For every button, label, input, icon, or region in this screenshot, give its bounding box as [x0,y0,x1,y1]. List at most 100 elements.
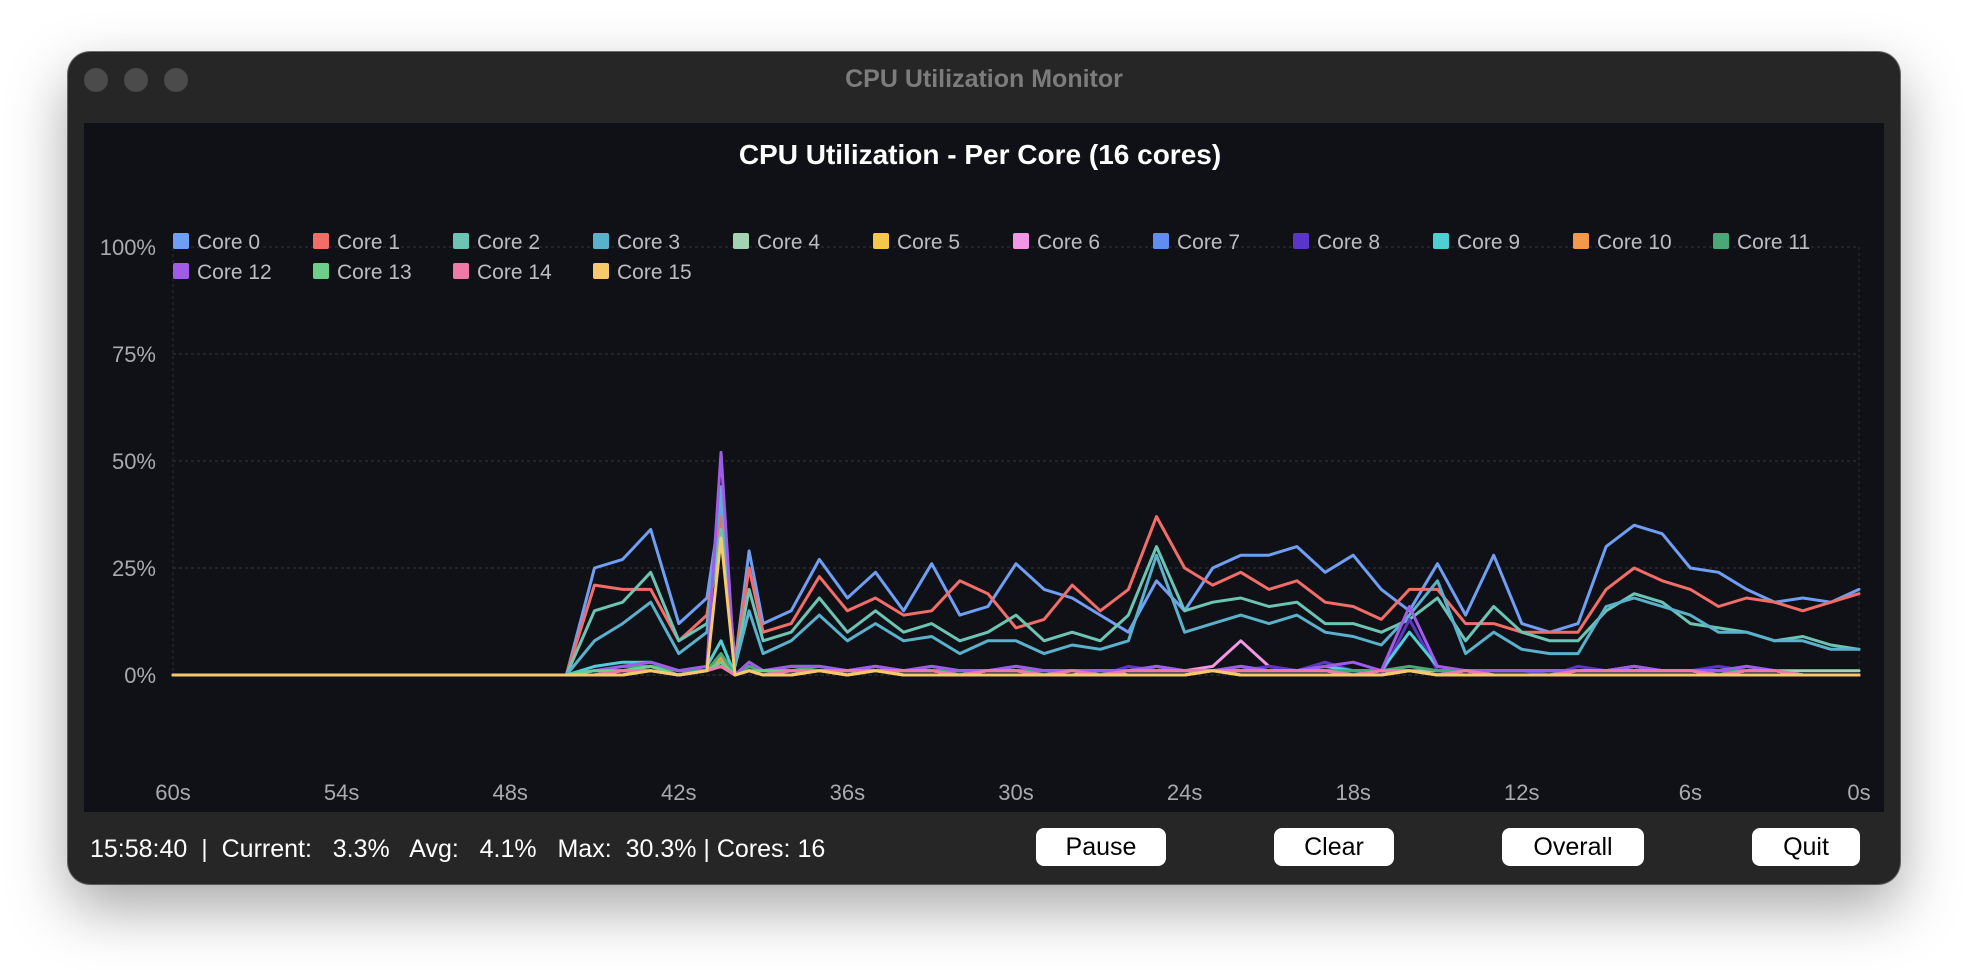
window-title: CPU Utilization Monitor [845,65,1123,93]
legend-item-core-10: Core 10 [1573,231,1672,254]
legend-label: Core 13 [337,261,412,284]
y-tick-label: 100% [100,235,156,260]
series-line-core-1 [171,515,1861,677]
legend-swatch [733,233,749,249]
status-bar: 15:58:40 | Current: 3.3% Avg: 4.1% Max: … [68,812,1900,884]
y-tick-label: 75% [112,342,156,367]
x-tick-label: 18s [1335,780,1370,805]
legend-item-core-0: Core 0 [173,231,260,254]
legend-label: Core 12 [197,261,272,284]
status-max-value: 30.3% [625,835,697,863]
series-line-core-14 [171,664,1861,677]
series-line-core-4 [171,660,1861,677]
legend-label: Core 0 [197,231,260,254]
legend-label: Core 1 [337,231,400,254]
series-line-core-9 [171,630,1861,677]
legend-swatch [593,263,609,279]
x-tick-label: 6s [1679,780,1702,805]
app-window: CPU Utilization Monitor CPU Utilization … [68,52,1900,884]
legend-label: Core 14 [477,261,552,284]
series-line-core-13 [171,660,1861,677]
x-tick-label: 54s [324,780,359,805]
series-line-core-2 [171,528,1861,677]
x-tick-label: 24s [1167,780,1202,805]
legend-swatch [873,233,889,249]
legend-swatch [313,263,329,279]
status-max-label: Max: [557,835,612,863]
minimize-window-button[interactable] [124,68,148,92]
y-tick-label: 25% [112,556,156,581]
legend-item-core-14: Core 14 [453,261,552,284]
overall-button[interactable]: Overall [1502,828,1644,866]
cpu-chart: CPU Utilization - Per Core (16 cores) Co… [100,139,1871,805]
legend-swatch [1433,233,1449,249]
series-line-core-3 [171,485,1861,677]
x-tick-label: 48s [492,780,527,805]
legend-label: Core 10 [1597,231,1672,254]
status-current-label: Current: [221,835,312,863]
legend-swatch [1573,233,1589,249]
legend-item-core-1: Core 1 [313,231,400,254]
status-cores-value: 16 [797,835,826,863]
legend-item-core-11: Core 11 [1713,231,1810,254]
legend-label: Core 11 [1737,231,1810,254]
legend-label: Core 3 [617,231,680,254]
title-bar: CPU Utilization Monitor [68,52,1900,108]
legend-item-core-2: Core 2 [453,231,540,254]
status-separator: | [187,835,222,863]
legend-swatch [453,263,469,279]
cpu-chart-panel: CPU Utilization - Per Core (16 cores) Co… [84,123,1884,812]
legend-label: Core 9 [1457,231,1520,254]
quit-button[interactable]: Quit [1752,828,1860,866]
close-window-button[interactable] [84,68,108,92]
chart-title: CPU Utilization - Per Core (16 cores) [739,139,1221,170]
legend-swatch [1013,233,1029,249]
legend-label: Core 7 [1177,231,1240,254]
pause-button[interactable]: Pause [1036,828,1166,866]
series-line-core-0 [171,502,1861,677]
legend-swatch [453,233,469,249]
legend-item-core-7: Core 7 [1153,231,1240,254]
legend-swatch [173,233,189,249]
status-cores-label: Cores: [716,835,791,863]
x-tick-label: 42s [661,780,696,805]
legend-label: Core 4 [757,231,820,254]
legend-item-core-12: Core 12 [173,261,272,284]
status-separator: | [696,835,717,863]
x-tick-label: 12s [1504,780,1539,805]
status-text: 15:58:40 | Current: 3.3% Avg: 4.1% Max: … [90,835,825,864]
legend-item-core-9: Core 9 [1433,231,1520,254]
legend-item-core-15: Core 15 [593,261,692,284]
legend-swatch [1713,233,1729,249]
legend-swatch [593,233,609,249]
legend-swatch [1153,233,1169,249]
x-tick-label: 36s [830,780,865,805]
legend-label: Core 6 [1037,231,1100,254]
y-tick-label: 0% [124,663,156,688]
legend-item-core-4: Core 4 [733,231,820,254]
legend-item-core-6: Core 6 [1013,231,1100,254]
y-tick-label: 50% [112,449,156,474]
x-tick-label: 0s [1847,780,1870,805]
legend-item-core-13: Core 13 [313,261,412,284]
legend-item-core-5: Core 5 [873,231,960,254]
status-time: 15:58:40 [90,835,188,863]
legend-label: Core 5 [897,231,960,254]
status-avg-label: Avg: [409,835,459,863]
x-tick-label: 60s [155,780,190,805]
series-line-core-7 [171,660,1861,677]
status-avg-value: 4.1% [479,835,537,863]
legend-label: Core 15 [617,261,692,284]
legend-item-core-8: Core 8 [1293,231,1380,254]
status-current-value: 3.3% [332,835,390,863]
legend-item-core-3: Core 3 [593,231,680,254]
zoom-window-button[interactable] [164,68,188,92]
series-line-core-15 [171,536,1861,677]
clear-button[interactable]: Clear [1274,828,1394,866]
legend-swatch [313,233,329,249]
legend-swatch [1293,233,1309,249]
legend-label: Core 2 [477,231,540,254]
x-tick-label: 30s [998,780,1033,805]
legend-swatch [173,263,189,279]
legend-label: Core 8 [1317,231,1380,254]
